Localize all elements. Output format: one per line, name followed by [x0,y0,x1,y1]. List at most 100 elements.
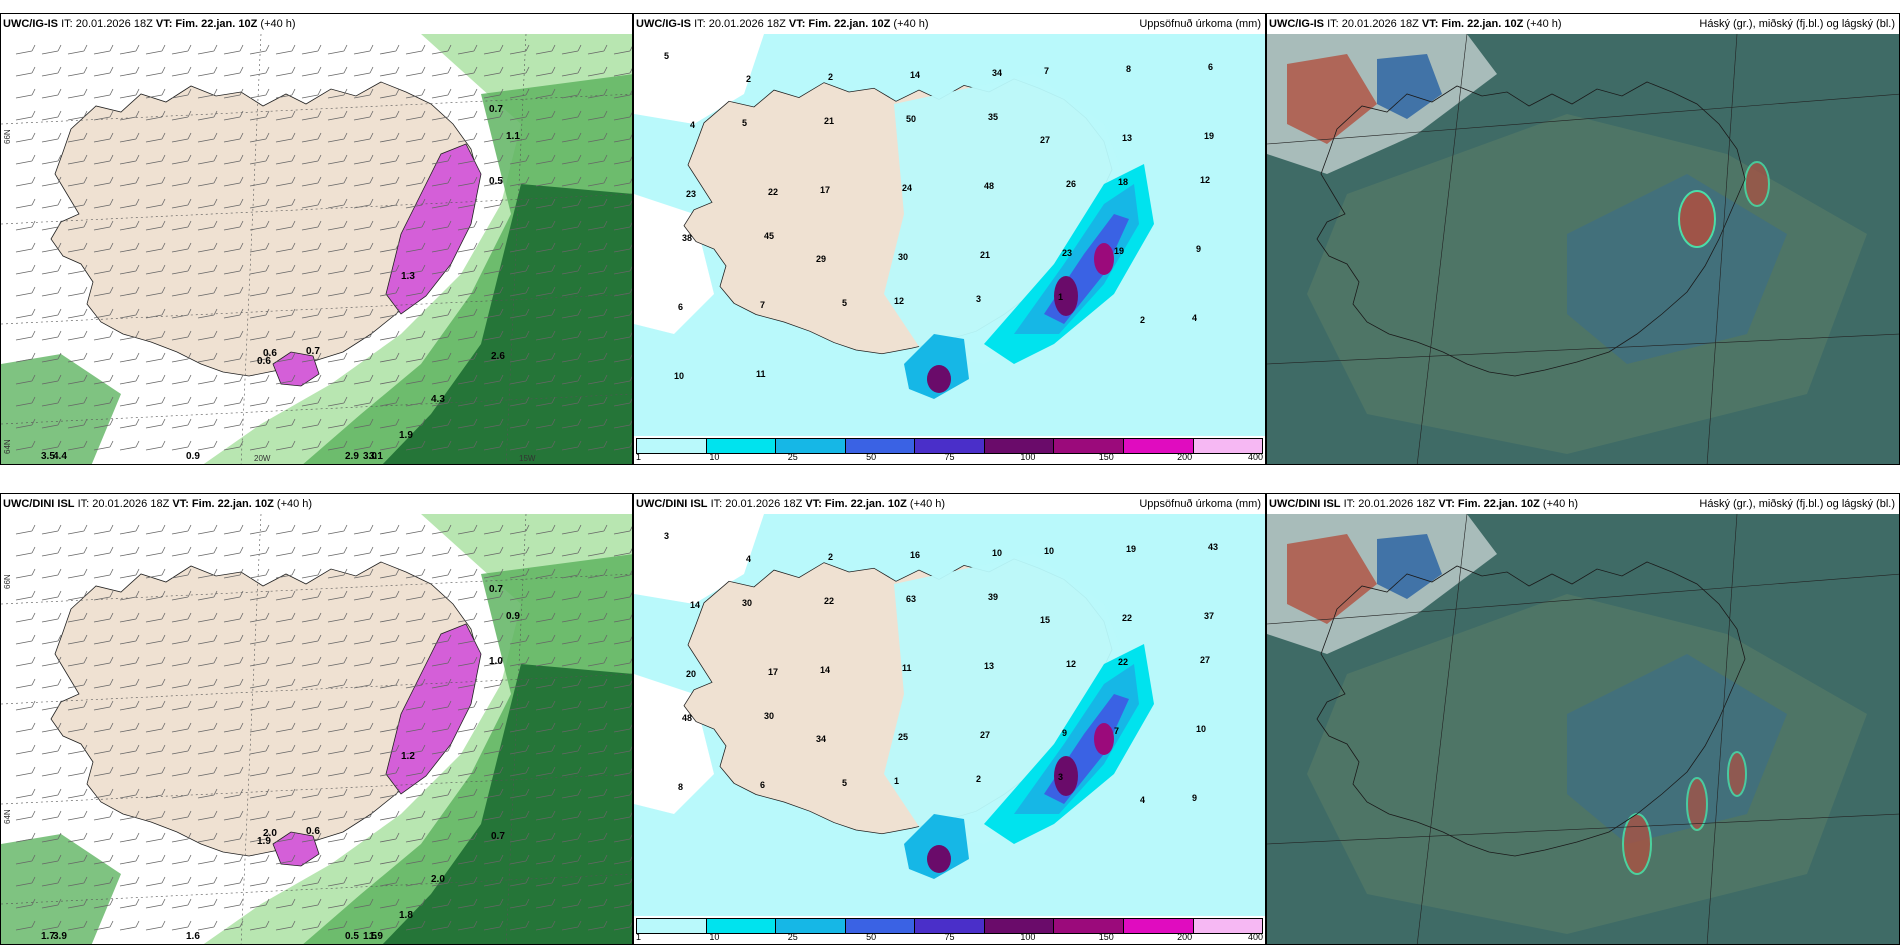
wind-barb [327,568,348,579]
precip-value-label: 24 [902,183,912,193]
wind-barb [509,132,530,143]
wind-barb [431,242,452,253]
wind-barb [145,590,166,601]
precip-max-south [927,365,951,393]
wind-barb [327,854,348,865]
wind-barb [249,132,270,143]
wind-barb [587,568,608,579]
cloud-high-red [1287,54,1377,144]
wind-barb [405,154,426,165]
wind-barb [145,330,166,341]
wind-barb [405,198,426,209]
wind-barb [275,612,296,623]
wind-barb [561,198,582,209]
wind-barb [275,678,296,689]
wind-barb [613,592,632,601]
wind-barb [171,656,192,667]
wind-barb [301,220,322,231]
wind-barb [171,396,192,407]
panel-field-title: Uppsöfnuð úrkoma (mm) [1139,498,1261,510]
wind-barb [509,612,530,623]
wind-barb [197,330,218,341]
wind-barb [353,396,374,407]
wind-barb [483,110,504,121]
wind-barb [15,568,36,579]
valid-time: VT: Fim. 22.jan. 10Z [788,18,891,30]
wind-barb [275,634,296,645]
wind-barb [171,264,192,275]
panel-top-precip: UWC/IG-IS IT: 20.01.2026 18Z VT: Fim. 22… [633,13,1266,465]
wind-barb [145,264,166,275]
wind-barb [613,702,632,711]
wind-barb [483,330,504,341]
wind-barb [275,920,296,931]
wind-barb [171,612,192,623]
precip-band-25 [1014,664,1139,814]
wind-barb [509,418,530,429]
wind-barb [353,44,374,55]
wind-barb [41,418,62,429]
wind-barb [353,176,374,187]
wind-barb [15,898,36,909]
wind-barb [509,330,530,341]
colorbar-cell [845,919,916,933]
wind-barb [41,876,62,887]
wind-barb [613,46,632,55]
wind-barb [41,898,62,909]
wind-barb [41,678,62,689]
precip-value-label: 2 [828,552,833,562]
wind-barb [353,440,374,451]
wind-barb [197,810,218,821]
precip-value-label: 30 [898,252,908,262]
wind-barb [379,88,400,99]
wind-barb [457,634,478,645]
precip-value-label: 10 [992,548,1002,558]
wind-barb [457,700,478,711]
precip-value-label: 6 [678,302,683,312]
wind-barb [405,286,426,297]
wind-barb [457,264,478,275]
wind-barb [223,788,244,799]
convective-cell [1622,813,1652,875]
wind-barb [457,568,478,579]
wind-barb [249,920,270,931]
wind-barb [119,722,140,733]
precip-max-east2 [1094,723,1114,755]
init-time: IT: 20.01.2026 18Z [61,18,153,30]
wind-barb [379,920,400,931]
wind-barb [613,178,632,187]
precip-value-label: 12 [1066,659,1076,669]
wind-barb [15,264,36,275]
wind-barb [15,524,36,535]
wind-barb [171,176,192,187]
precip-value-label: 43 [1208,542,1218,552]
wind-barb [301,110,322,121]
colorbar-label: 400 [1247,452,1263,462]
wind-barb [509,766,530,777]
wind-barb [67,418,88,429]
wind-barb [509,154,530,165]
wind-barb [483,700,504,711]
precip-value-label: 13 [984,661,994,671]
wind-barb [483,546,504,557]
wind-barb [249,88,270,99]
wind-barb [41,66,62,77]
wind-barb [67,242,88,253]
wind-barb [405,854,426,865]
lead-time: (+40 h) [893,18,929,30]
wind-barb [197,568,218,579]
lat-label-66n: 66N [3,129,12,144]
wind-value-label: 1.0 [489,656,503,667]
wind-barb [379,154,400,165]
wind-barb [275,568,296,579]
wind-barb [93,568,114,579]
graticule-line [1267,93,1899,145]
wind-barb [353,330,374,341]
wind-barb [483,854,504,865]
wind-barbs [15,44,632,451]
wind-barb [379,678,400,689]
wind-barb [119,352,140,363]
wind-barb [327,832,348,843]
panel-header: UWC/DINI ISL IT: 20.01.2026 18Z VT: Fim.… [1,494,632,514]
colorbar-cell [1193,439,1263,453]
